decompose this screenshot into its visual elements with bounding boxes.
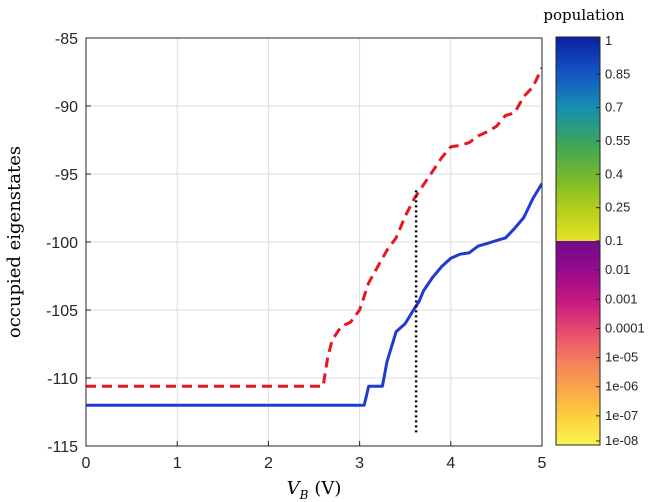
y-tick-label: -105 <box>46 303 78 320</box>
y-axis-ticks: -115 -110 -105 -100 -95 -90 -85 <box>46 31 91 456</box>
colorbar-tick-label: 1e-05 <box>605 350 638 365</box>
colorbar-tick-label: 0.25 <box>605 200 630 215</box>
x-tick-label: 4 <box>446 455 455 472</box>
x-tick-label: 1 <box>173 455 182 472</box>
y-axis-label: occupied eigenstates <box>4 146 25 338</box>
colorbar-tick-label: 0.1 <box>605 233 623 248</box>
colorbar-upper <box>556 37 600 241</box>
colorbar-tick-label: 0.55 <box>605 133 630 148</box>
series-line-1 <box>86 67 542 388</box>
y-tick-label: -100 <box>46 235 78 252</box>
series-lines <box>86 67 542 433</box>
x-axis-label: VB (V) <box>287 478 342 502</box>
colorbar-tick-label: 0.4 <box>605 166 623 181</box>
colorbar-tick-label: 0.7 <box>605 100 623 115</box>
colorbar-tick-label: 1e-06 <box>605 379 638 394</box>
colorbar-tick-label: 0.01 <box>605 262 630 277</box>
colorbar-tick-label: 0.85 <box>605 66 630 81</box>
y-tick-label: -115 <box>47 439 78 456</box>
colorbar-tick-label: 1 <box>605 33 612 48</box>
x-tick-label: 3 <box>355 455 364 472</box>
colorbar-tick-label: 0.0001 <box>605 320 645 335</box>
y-tick-label: -95 <box>55 167 78 184</box>
grid <box>86 38 542 446</box>
colorbar-ticks: 1 0.85 0.7 0.55 0.4 0.25 0.1 0.01 0.001 0.0001 1e-… <box>596 33 645 448</box>
y-tick-label: -110 <box>47 371 78 388</box>
colorbar-title: population <box>543 6 624 24</box>
x-tick-label: 5 <box>538 455 547 472</box>
y-tick-label: -90 <box>55 99 78 116</box>
x-axis-ticks: 0 1 2 3 4 5 <box>82 441 547 472</box>
colorbar-tick-label: 1e-07 <box>605 408 638 423</box>
y-tick-label: -85 <box>55 31 78 48</box>
colorbar-lower <box>556 241 600 445</box>
x-tick-label: 0 <box>82 455 91 472</box>
colorbar-tick-label: 0.001 <box>605 291 638 306</box>
series-line-2 <box>86 182 542 407</box>
colorbar-tick-label: 1e-08 <box>605 433 638 448</box>
x-tick-label: 2 <box>264 455 273 472</box>
